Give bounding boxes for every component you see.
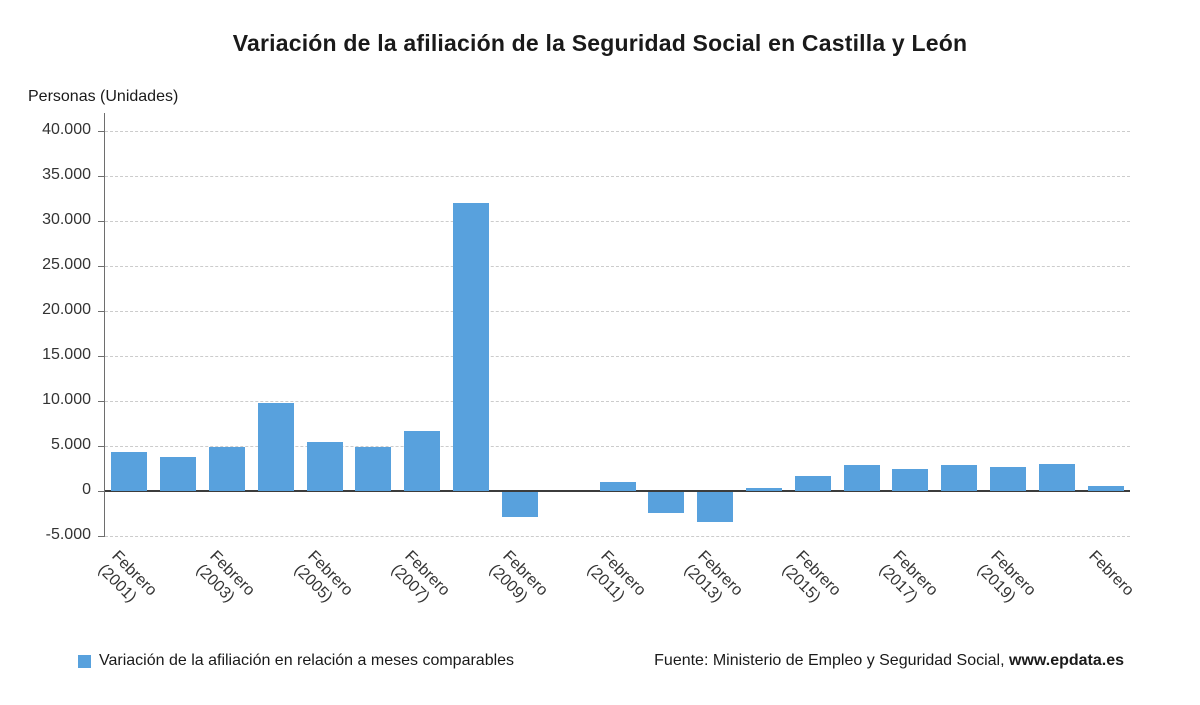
y-axis-tickmark xyxy=(98,536,104,537)
gridline xyxy=(105,356,1130,357)
y-axis-unit-label: Personas (Unidades) xyxy=(28,88,179,105)
bar xyxy=(404,430,441,491)
gridline xyxy=(105,536,1130,537)
bar xyxy=(941,464,978,491)
chart-title: Variación de la afiliación de la Segurid… xyxy=(232,30,968,56)
y-axis-tickmark xyxy=(98,266,104,267)
x-tick-label: Febrero (2019) xyxy=(973,547,1039,606)
y-tick-label: 25.000 xyxy=(42,256,91,273)
bar xyxy=(892,469,929,491)
y-axis-tickmark xyxy=(98,446,104,447)
legend-label: Variación de la afiliación en relación a… xyxy=(99,652,515,669)
y-axis-tickmark xyxy=(98,491,104,492)
gridline xyxy=(105,401,1130,402)
bar xyxy=(501,492,538,518)
x-tick-label: Febrero (2011) xyxy=(583,547,649,606)
gridline xyxy=(105,221,1130,222)
source-text: Fuente: Ministerio de Empleo y Seguridad… xyxy=(654,652,1124,670)
x-tick-label: Febrero xyxy=(1084,547,1137,600)
x-tick-label: Febrero (2015) xyxy=(778,547,844,606)
bar xyxy=(355,446,392,491)
gridline xyxy=(105,131,1130,132)
legend-swatch-icon xyxy=(78,654,91,668)
source-prefix: Fuente: Ministerio de Empleo y Seguridad… xyxy=(654,652,1005,669)
x-tick-label: Febrero (2001) xyxy=(95,547,161,606)
bar xyxy=(257,402,294,491)
x-tick-label: Febrero (2003) xyxy=(192,547,258,606)
x-tick-label: Febrero (2007) xyxy=(388,547,454,606)
bar xyxy=(989,466,1026,491)
y-axis-tickmark xyxy=(98,131,104,132)
bar xyxy=(453,203,490,491)
bar xyxy=(745,488,782,491)
gridline xyxy=(105,266,1130,267)
y-tick-label: 40.000 xyxy=(42,121,91,138)
y-axis-tickmark xyxy=(98,176,104,177)
y-axis-line xyxy=(104,113,105,537)
source-site: www.epdata.es xyxy=(1009,652,1124,669)
y-tick-label: -5.000 xyxy=(45,526,91,543)
bar xyxy=(843,464,880,491)
plot-area: 40.000 35.000 30.000 25.000 20.000 15.000 10.0… xyxy=(42,113,1137,606)
y-axis-tickmark xyxy=(98,311,104,312)
x-tick-label: Febrero (2013) xyxy=(680,547,747,606)
x-tick-label: Febrero (2005) xyxy=(290,547,356,606)
gridline xyxy=(105,176,1130,177)
y-axis-tickmark xyxy=(98,356,104,357)
bar xyxy=(306,442,343,491)
bar xyxy=(209,446,246,491)
y-tick-label: 15.000 xyxy=(42,346,91,363)
bar xyxy=(111,452,148,491)
x-tick-label: Febrero (2017) xyxy=(876,547,942,606)
bar xyxy=(1038,464,1075,491)
y-tick-label: 10.000 xyxy=(42,391,91,408)
bar xyxy=(599,482,636,491)
bar xyxy=(648,492,685,513)
y-tick-label: 20.000 xyxy=(42,301,91,318)
y-tick-label: 0 xyxy=(82,481,91,498)
legend: Variación de la afiliación en relación a… xyxy=(78,652,514,670)
y-axis-tickmark xyxy=(98,221,104,222)
bar xyxy=(1087,485,1124,491)
bar xyxy=(697,492,734,522)
zero-axis-line xyxy=(105,490,1130,492)
gridline xyxy=(105,446,1130,447)
x-tick-label: Febrero (2009) xyxy=(485,547,551,606)
bar xyxy=(160,456,197,491)
y-tick-label: 30.000 xyxy=(42,211,91,228)
bar xyxy=(794,475,831,491)
y-tick-label: 35.000 xyxy=(42,166,91,183)
y-axis-tickmark xyxy=(98,401,104,402)
gridline xyxy=(105,311,1130,312)
y-tick-label: 5.000 xyxy=(50,436,91,453)
